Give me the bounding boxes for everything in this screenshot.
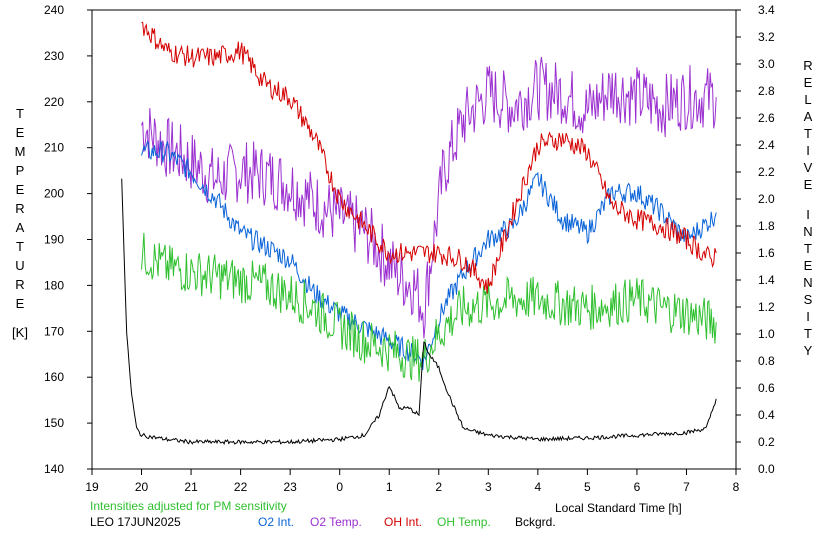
y-left-label-char-0: T [16, 106, 24, 121]
y-left-label-char-6: A [16, 220, 25, 235]
y-right-tick-label-0-2: 0.2 [758, 435, 775, 449]
y-axis-left: 240 230 220 210 200 190 180 170 160 150 140 [44, 3, 92, 476]
x-tick-label-8: 8 [733, 480, 740, 494]
x-tick-label-19: 19 [85, 480, 99, 494]
y-right-label-char-4: T [804, 126, 812, 141]
y-left-tick-label-140: 140 [44, 462, 64, 476]
y-right-label-char-17: Y [804, 343, 813, 358]
y-right-label-char-3: A [804, 109, 813, 124]
x-tick-label-1: 1 [386, 480, 393, 494]
x-tick-label-0: 0 [336, 480, 343, 494]
station-date-label: LEO 17JUN2025 [90, 515, 181, 529]
y-right-tick-label-0-4: 0.4 [758, 408, 775, 422]
y-right-tick-label-0-0: 0.0 [758, 462, 775, 476]
y-left-tick-label-190: 190 [44, 233, 64, 247]
y-left-tick-label-220: 220 [44, 95, 64, 109]
x-tick-label-3: 3 [485, 480, 492, 494]
series-layer [121, 21, 717, 445]
y-right-label-char-10: N [803, 224, 812, 239]
legend-item-oh-temp: OH Temp. [437, 515, 491, 529]
y-right-tick-label-2-4: 2.4 [758, 138, 775, 152]
y-right-tick-label-3-0: 3.0 [758, 57, 775, 71]
y-axis-right: 3.4 3.2 3.0 2.8 2.6 2.4 2.2 2.0 1.8 1.6 1.4 1.2 1.0 0… [736, 3, 775, 476]
series-line-o2-int [141, 140, 717, 371]
legend-item-o2-temp: O2 Temp. [310, 515, 362, 529]
y-right-label-char-16: T [804, 326, 812, 341]
y-right-label-char-13: N [803, 275, 812, 290]
y-left-tick-label-240: 240 [44, 3, 64, 17]
y-right-tick-label-2-2: 2.2 [758, 165, 775, 179]
y-right-tick-label-0-6: 0.6 [758, 381, 775, 395]
y-right-tick-label-2-0: 2.0 [758, 192, 775, 206]
y-right-label-char-11: T [804, 241, 812, 256]
y-right-tick-label-3-4: 3.4 [758, 3, 775, 17]
y-right-label-char-14: S [804, 292, 813, 307]
x-tick-label-2: 2 [435, 480, 442, 494]
y-right-label-char-7: E [804, 177, 813, 192]
y-left-tick-label-200: 200 [44, 187, 64, 201]
x-tick-label-7: 7 [683, 480, 690, 494]
y-left-label-char-8: U [15, 258, 24, 273]
y-right-label-char-6: V [804, 160, 813, 175]
y-right-tick-label-1-6: 1.6 [758, 246, 775, 260]
y-right-label-char-0: R [803, 58, 812, 73]
y-left-tick-label-160: 160 [44, 370, 64, 384]
y-left-label-char-4: E [16, 182, 25, 197]
y-left-label-char-1: E [16, 125, 25, 140]
x-axis-label: Local Standard Time [h] [555, 501, 682, 515]
x-tick-label-23: 23 [283, 480, 297, 494]
y-right-label-char-1: E [804, 75, 813, 90]
y-left-label-char-12: [K] [12, 325, 28, 340]
y-left-tick-label-170: 170 [44, 324, 64, 338]
y-right-tick-label-1-8: 1.8 [758, 219, 775, 233]
y-left-tick-label-180: 180 [44, 278, 64, 292]
series-line-o2-temp [141, 56, 717, 339]
y-right-tick-label-2-6: 2.6 [758, 111, 775, 125]
y-left-tick-label-230: 230 [44, 49, 64, 63]
y-left-label-char-3: P [16, 163, 25, 178]
y-right-tick-label-1-2: 1.2 [758, 300, 775, 314]
x-tick-label-21: 21 [184, 480, 198, 494]
y-left-label-char-5: R [15, 201, 24, 216]
series-line-oh-temp [141, 232, 717, 382]
y-left-label-char-9: R [15, 277, 24, 292]
series-line-bckgrd [121, 178, 717, 445]
legend-item-o2-int: O2 Int. [258, 515, 294, 529]
y-right-tick-label-1-4: 1.4 [758, 273, 775, 287]
y-right-tick-label-3-2: 3.2 [758, 30, 775, 44]
y-left-tick-label-150: 150 [44, 416, 64, 430]
y-right-tick-label-2-8: 2.8 [758, 84, 775, 98]
y-left-label-char-2: M [15, 144, 26, 159]
y-right-label-char-2: L [804, 92, 811, 107]
x-tick-label-22: 22 [234, 480, 248, 494]
annotation-pm-sensitivity: Intensities adjusted for PM sensitivity [90, 499, 287, 513]
y-right-label-char-5: I [806, 143, 810, 158]
legend-item-bckgrd: Bckgrd. [515, 515, 556, 529]
y-right-tick-label-0-8: 0.8 [758, 354, 775, 368]
y-right-label-char-9: I [806, 207, 810, 222]
x-tick-label-5: 5 [584, 480, 591, 494]
y-left-label-char-7: T [16, 239, 24, 254]
y-right-label-char-15: I [806, 309, 810, 324]
legend: O2 Int. O2 Temp. OH Int. OH Temp. Bckgrd… [258, 515, 556, 529]
y-right-label-char-12: E [804, 258, 813, 273]
series-line-oh-int [141, 21, 717, 294]
x-tick-label-6: 6 [634, 480, 641, 494]
y-left-label-char-10: E [16, 296, 25, 311]
x-axis: 19 20 21 22 23 0 1 2 3 4 5 6 7 8 [85, 469, 740, 494]
y-right-tick-label-1-0: 1.0 [758, 327, 775, 341]
x-tick-label-20: 20 [135, 480, 149, 494]
legend-item-oh-int: OH Int. [384, 515, 422, 529]
x-tick-label-4: 4 [535, 480, 542, 494]
y-left-tick-label-210: 210 [44, 141, 64, 155]
